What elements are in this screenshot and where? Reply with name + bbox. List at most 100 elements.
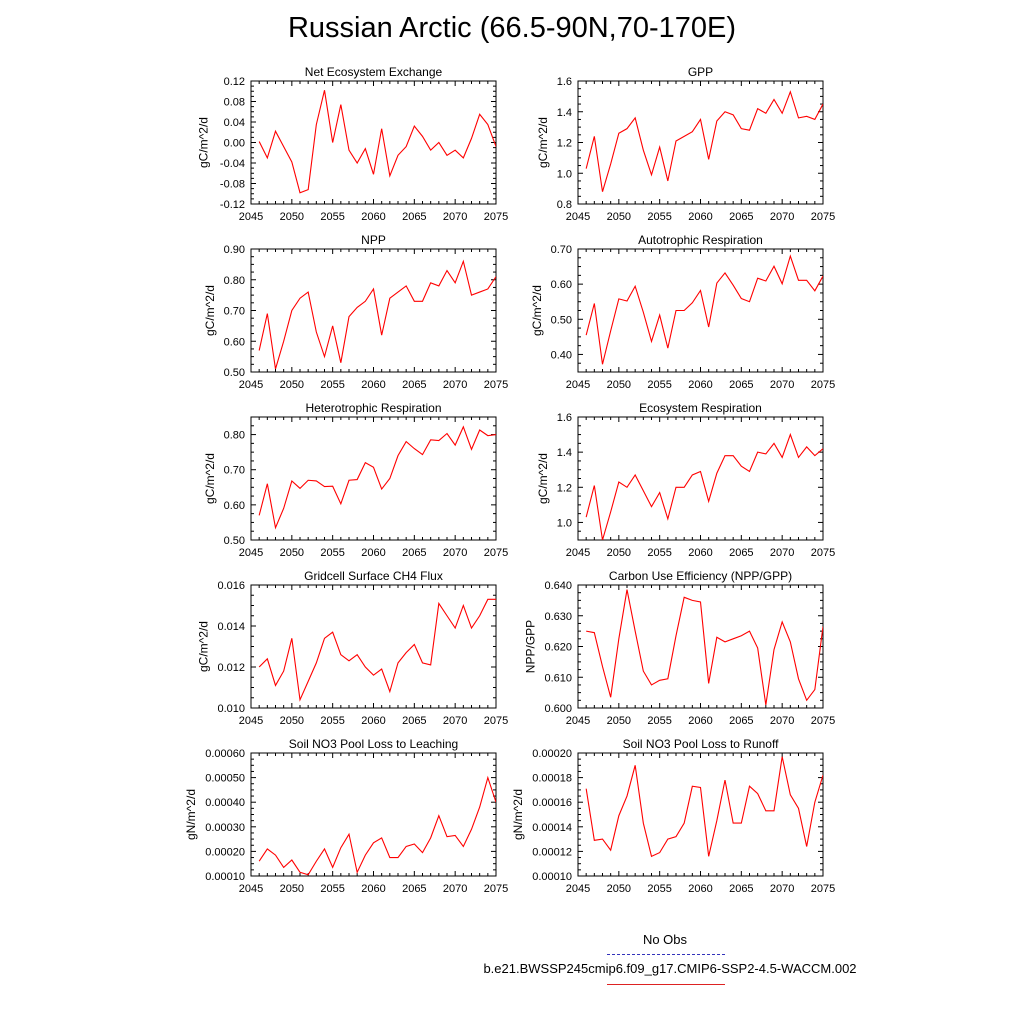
x-tick-label: 2055 bbox=[320, 883, 344, 895]
y-tick-label: 0.70 bbox=[224, 306, 245, 318]
plot-frame bbox=[250, 584, 497, 709]
y-tick-label: 0.00018 bbox=[532, 773, 572, 785]
chart-panel-3: NPP 2045 2050 2055 2060 2065 2070 2075 0.50 0.60 0… bbox=[203, 233, 508, 391]
x-tick-label: 2050 bbox=[280, 379, 304, 391]
x-tick-label: 2060 bbox=[688, 715, 712, 727]
x-tick-label: 2070 bbox=[770, 883, 794, 895]
y-tick-label: 1.2 bbox=[557, 482, 572, 494]
x-tick-label: 2060 bbox=[361, 211, 385, 223]
series-line bbox=[585, 254, 823, 365]
x-tick-label: 2070 bbox=[770, 379, 794, 391]
series-line bbox=[258, 775, 496, 876]
x-tick-label: 2075 bbox=[811, 715, 835, 727]
x-tick-label: 2045 bbox=[239, 379, 263, 391]
x-tick-label: 2050 bbox=[607, 547, 631, 559]
x-tick-label: 2045 bbox=[566, 715, 590, 727]
x-tick-label: 2070 bbox=[770, 211, 794, 223]
x-tick-label: 2070 bbox=[443, 715, 467, 727]
y-tick-label: 0.610 bbox=[544, 672, 572, 684]
x-tick-label: 2060 bbox=[688, 211, 712, 223]
chart-panel-9: Soil NO3 Pool Loss to Leaching 2045 2050 20… bbox=[184, 737, 508, 895]
chart-panel-8: Carbon Use Efficiency (NPP/GPP) 2045 2050 2… bbox=[524, 569, 836, 727]
x-tick-label: 2060 bbox=[361, 715, 385, 727]
x-tick-label: 2055 bbox=[647, 379, 671, 391]
x-tick-label: 2055 bbox=[320, 211, 344, 223]
y-axis-label: gC/m^2/d bbox=[203, 285, 217, 336]
y-tick-label: 0.50 bbox=[224, 367, 245, 379]
chart-panel-5: Heterotrophic Respiration 2045 2050 2055 206… bbox=[203, 401, 508, 559]
x-tick-label: 2060 bbox=[361, 547, 385, 559]
y-axis-label: gC/m^2/d bbox=[203, 453, 217, 504]
x-tick-label: 2075 bbox=[484, 715, 508, 727]
panel-title: Carbon Use Efficiency (NPP/GPP) bbox=[609, 569, 792, 583]
x-tick-label: 2060 bbox=[688, 883, 712, 895]
y-tick-label: 0.60 bbox=[224, 500, 245, 512]
plot-frame bbox=[577, 80, 824, 205]
x-tick-label: 2075 bbox=[484, 883, 508, 895]
x-tick-label: 2065 bbox=[729, 211, 753, 223]
y-tick-label: -0.04 bbox=[220, 158, 245, 170]
y-tick-label: 1.2 bbox=[557, 138, 572, 150]
y-axis-label: gC/m^2/d bbox=[536, 453, 550, 504]
x-tick-label: 2045 bbox=[239, 211, 263, 223]
x-tick-label: 2045 bbox=[566, 883, 590, 895]
y-axis-label: gC/m^2/d bbox=[197, 117, 211, 168]
x-tick-label: 2050 bbox=[607, 715, 631, 727]
x-tick-label: 2045 bbox=[566, 547, 590, 559]
x-tick-label: 2060 bbox=[361, 883, 385, 895]
x-tick-label: 2055 bbox=[320, 547, 344, 559]
y-tick-label: 0.00060 bbox=[205, 748, 245, 760]
panel-title: GPP bbox=[688, 65, 713, 79]
legend-obs-line bbox=[607, 954, 725, 955]
y-tick-label: 0.640 bbox=[544, 580, 572, 592]
y-tick-label: 0.60 bbox=[224, 336, 245, 348]
y-tick-label: 0.00020 bbox=[205, 846, 245, 858]
x-tick-label: 2075 bbox=[811, 547, 835, 559]
series-line bbox=[258, 90, 496, 194]
x-tick-label: 2050 bbox=[607, 883, 631, 895]
y-tick-label: 0.00016 bbox=[532, 797, 572, 809]
y-tick-label: 0.00050 bbox=[205, 773, 245, 785]
y-tick-label: 0.90 bbox=[224, 244, 245, 256]
x-tick-label: 2065 bbox=[402, 715, 426, 727]
y-tick-label: 0.00014 bbox=[532, 822, 572, 834]
y-tick-label: 0.00030 bbox=[205, 822, 245, 834]
series-line bbox=[585, 756, 823, 858]
chart-panel-7: Gridcell Surface CH4 Flux 2045 2050 2055 206… bbox=[197, 569, 509, 727]
panel-title: NPP bbox=[361, 233, 386, 247]
x-tick-label: 2050 bbox=[280, 211, 304, 223]
y-tick-label: 0.014 bbox=[217, 621, 245, 633]
plot-frame bbox=[577, 416, 824, 541]
x-tick-label: 2070 bbox=[443, 547, 467, 559]
y-tick-label: 0.00 bbox=[224, 138, 245, 150]
x-tick-label: 2050 bbox=[280, 883, 304, 895]
panel-title: Ecosystem Respiration bbox=[639, 401, 762, 415]
y-axis-label: NPP/GPP bbox=[524, 620, 538, 673]
y-tick-label: 0.60 bbox=[551, 279, 572, 291]
y-tick-label: 0.620 bbox=[544, 642, 572, 654]
x-tick-label: 2070 bbox=[443, 883, 467, 895]
x-tick-label: 2045 bbox=[566, 211, 590, 223]
plot-frame bbox=[250, 80, 497, 205]
legend-obs-label: No Obs bbox=[642, 932, 688, 947]
figure-title: Russian Arctic (66.5-90N,70-170E) bbox=[287, 12, 737, 44]
y-tick-label: 0.00040 bbox=[205, 797, 245, 809]
y-tick-label: 0.00020 bbox=[532, 748, 572, 760]
x-tick-label: 2055 bbox=[647, 883, 671, 895]
x-tick-label: 2075 bbox=[811, 379, 835, 391]
y-tick-label: 1.4 bbox=[557, 107, 572, 119]
x-tick-label: 2055 bbox=[647, 547, 671, 559]
x-tick-label: 2065 bbox=[402, 547, 426, 559]
y-tick-label: 0.010 bbox=[217, 703, 245, 715]
chart-panel-2: GPP 2045 2050 2055 2060 2065 2070 2075 0.8 1.0 1.2… bbox=[536, 65, 835, 223]
y-tick-label: 1.0 bbox=[557, 168, 572, 180]
series-line bbox=[585, 432, 823, 540]
x-tick-label: 2060 bbox=[361, 379, 385, 391]
x-tick-label: 2045 bbox=[566, 379, 590, 391]
x-tick-label: 2075 bbox=[484, 211, 508, 223]
y-tick-label: 0.50 bbox=[551, 314, 572, 326]
x-tick-label: 2065 bbox=[729, 715, 753, 727]
y-tick-label: 0.80 bbox=[224, 275, 245, 287]
